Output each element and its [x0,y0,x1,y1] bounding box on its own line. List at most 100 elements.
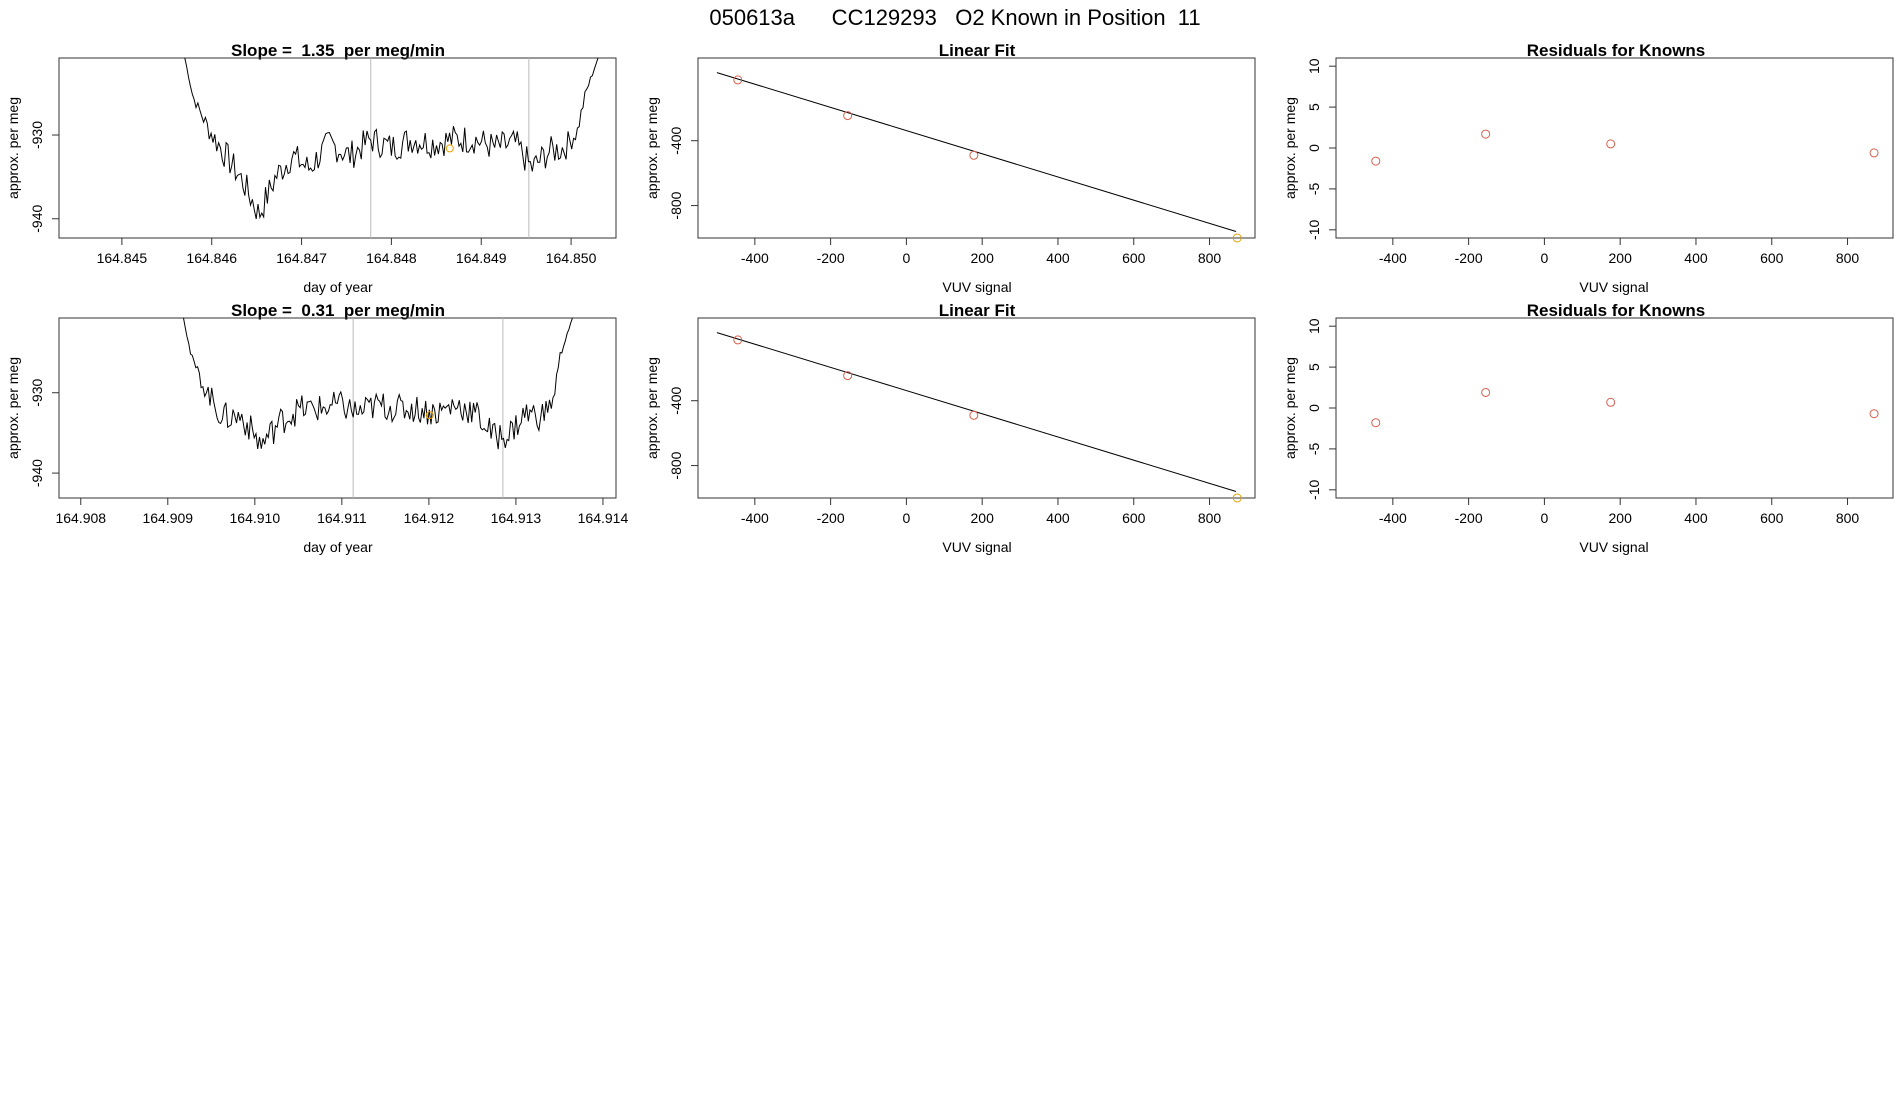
y-tick-label: 10 [1306,58,1322,74]
x-tick-label: 600 [1122,510,1146,526]
data-point [733,335,743,345]
y-axis-label: approx. per meg [1282,97,1298,199]
data-point [969,410,979,420]
y-tick-label: -5 [1306,182,1322,195]
x-tick-label: 164.914 [578,510,629,526]
x-tick-label: -200 [1455,510,1483,526]
x-tick-label: 400 [1684,510,1708,526]
plot-content [183,318,573,498]
x-tick-label: 164.913 [491,510,542,526]
y-tick-label: -930 [29,121,45,149]
x-axis-label: VUV signal [942,279,1011,295]
x-tick-label: -400 [741,250,769,266]
y-tick-label: 10 [1306,318,1322,334]
y-tick-label: -930 [29,379,45,407]
y-tick-label: 0 [1306,144,1322,152]
x-tick-label: 200 [971,510,995,526]
data-point [1869,148,1879,158]
y-axis-label: approx. per meg [5,357,21,459]
x-tick-label: 164.845 [97,250,148,266]
x-tick-label: -400 [741,510,769,526]
plot-frame [1335,57,1894,239]
y-tick-label: -400 [668,386,684,414]
plot-frame [1335,317,1894,499]
x-tick-label: 200 [971,250,995,266]
y-tick-label: 5 [1306,103,1322,111]
x-tick-label: 164.910 [230,510,281,526]
data-point [1606,139,1616,149]
x-tick-label: 400 [1046,510,1070,526]
plot-area: -400 -200 0 200 400 600 800 -800 -400 [668,332,1242,526]
plot-area: -400 -200 0 200 400 600 800 -10 -5 0 5 10 [1306,318,1879,526]
plot-frame [58,317,617,499]
x-axis-label: VUV signal [942,539,1011,555]
x-tick-label: 800 [1836,250,1860,266]
panel-residuals-1: Residuals for Knowns -400 -200 0 200 400 600 8… [1282,41,1894,295]
data-point [843,111,853,121]
x-axis-label: day of year [303,279,373,295]
y-axis-label: approx. per meg [644,357,660,459]
known-marker [445,144,454,153]
x-tick-label: 200 [1609,510,1633,526]
x-tick-label: -200 [817,250,845,266]
y-tick-label: 0 [1306,404,1322,412]
x-tick-label: 164.911 [317,510,367,526]
x-tick-label: 164.909 [142,510,193,526]
data-point [1232,493,1242,503]
x-axis-label: day of year [303,539,373,555]
data-point [843,371,853,381]
data-point [1371,156,1381,166]
plot-area: 164.908 164.909 164.910 164.911 164.912 164.9… [29,318,628,526]
y-tick-label: -400 [668,126,684,154]
y-tick-label: -940 [29,459,45,487]
x-tick-label: -200 [1455,250,1483,266]
known-marker [425,411,434,420]
panel-linear-fit-1: Linear Fit -400 -200 0 200 400 600 800-800-400… [644,41,1256,295]
x-axis-label: VUV signal [1579,279,1648,295]
x-tick-label: 600 [1760,250,1784,266]
y-axis-label: approx. per meg [1282,357,1298,459]
x-tick-label: 164.850 [546,250,597,266]
data-series-line [184,58,599,220]
x-tick-label: -400 [1379,250,1407,266]
x-tick-label: 164.847 [276,250,327,266]
panel-title: Slope = 0.31 per meg/min [231,301,445,320]
data-point [1606,397,1616,407]
x-tick-label: 800 [1198,510,1222,526]
plot-content [184,58,599,238]
data-point [1481,129,1491,139]
y-tick-label: 5 [1306,363,1322,371]
x-tick-label: 164.846 [186,250,237,266]
x-tick-label: 164.912 [404,510,455,526]
y-tick-label: -940 [29,205,45,233]
y-tick-label: -800 [668,451,684,479]
plot-area: -400 -200 0 200 400 600 800 -800 -400 [668,72,1242,266]
plot-area: -400 -200 0 200 400 600 800 -10 -5 0 5 10 [1306,58,1879,266]
data-point [1232,233,1242,243]
y-axis-label: approx. per meg [5,97,21,199]
x-tick-label: 0 [1541,250,1549,266]
y-tick-label: -800 [668,191,684,219]
panel-title: Slope = 1.35 per meg/min [231,41,445,60]
panel-timeseries-1: Slope = 1.35 per meg/min 164.845 164.846 1… [5,41,617,295]
plot-frame [58,57,617,239]
y-axis-label: approx. per meg [644,97,660,199]
y-tick-label: -10 [1306,479,1322,499]
plot-frame [697,57,1256,239]
x-tick-label: 600 [1122,250,1146,266]
x-tick-label: 800 [1198,250,1222,266]
plot-frame [697,317,1256,499]
x-axis-label: VUV signal [1579,539,1648,555]
panel-linear-fit-2: Linear Fit -400 -200 0 200 400 600 800-800-400… [644,301,1256,555]
x-tick-label: 164.849 [456,250,507,266]
x-tick-label: 0 [903,510,911,526]
x-tick-label: 164.848 [366,250,417,266]
x-tick-label: 600 [1760,510,1784,526]
x-tick-label: -400 [1379,510,1407,526]
x-tick-label: 400 [1046,250,1070,266]
plot-area: 164.845 164.846 164.847 164.848 164.849 164.8… [29,58,599,266]
data-point [733,75,743,85]
data-point [969,150,979,160]
data-series-line [183,318,573,450]
